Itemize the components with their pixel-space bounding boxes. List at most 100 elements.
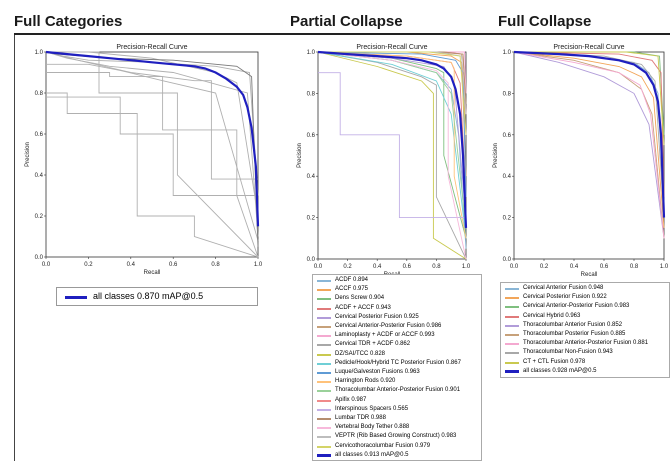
y-tick-label: 0.2 xyxy=(503,216,512,222)
legend-full-categories: all classes 0.870 mAP@0.5 xyxy=(56,287,258,306)
pr-chart-full-collapse: Precision-Recall Curve 0.0 0.2 0.4 0.6 0.8 1.0… xyxy=(482,38,670,278)
x-tick-label: 0.4 xyxy=(127,262,136,268)
legend-item: Interspinous Spacers 0.565 xyxy=(313,405,481,415)
legend-label: all classes 0.913 mAP@0.5 xyxy=(335,451,409,458)
legend-label: Cervical Posterior Fusion 0.922 xyxy=(523,294,607,301)
legend-swatch xyxy=(505,352,519,355)
legend-swatch xyxy=(317,399,331,402)
x-tick-label: 0.4 xyxy=(570,264,579,270)
y-tick-label: 0.2 xyxy=(307,216,316,222)
header-divider xyxy=(14,33,670,35)
y-tick-label: 0.0 xyxy=(503,257,512,263)
y-axis-label: Precision xyxy=(493,143,499,168)
legend-item: Apifix 0.987 xyxy=(313,396,481,406)
x-tick-label: 0.2 xyxy=(343,264,352,270)
legend-label: ACCF 0.975 xyxy=(335,286,369,293)
legend-partial-collapse: ACDF 0.894 ACCF 0.975 Dens Screw 0.904 ACDF… xyxy=(312,274,482,461)
legend-swatch xyxy=(317,353,331,356)
legend-item: Cervical Anterior-Posterior Fusion 0.983 xyxy=(501,302,669,312)
legend-label: Harrington Rods 0.920 xyxy=(335,378,396,385)
y-tick-label: 0.4 xyxy=(307,174,316,180)
y-tick-label: 0.8 xyxy=(35,91,44,97)
legend-item: Pedicle/Hook/Hybrid TC Posterior Fusion … xyxy=(313,359,481,369)
legend-swatch xyxy=(505,315,519,318)
legend-swatch xyxy=(505,306,519,309)
series-line-6 xyxy=(513,51,665,239)
legend-swatch xyxy=(317,362,331,365)
legend-item: Lumbar TDR 0.988 xyxy=(313,414,481,424)
legend-swatch xyxy=(505,334,519,336)
x-tick-label: 0.6 xyxy=(600,264,609,270)
legend-item: DZ/SAI/TCC 0.828 xyxy=(313,350,481,360)
legend-label: Thoracolumbar Anterior-Posterior Fusion … xyxy=(523,340,649,347)
legend-item: Thoracolumbar Posterior Fusion 0.885 xyxy=(501,330,669,340)
legend-swatch xyxy=(505,288,519,290)
legend-item: Thoracolumbar Non-Fusion 0.943 xyxy=(501,348,669,358)
legend-label: Laminoplasty + ACDF or ACCF 0.993 xyxy=(335,332,435,339)
legend-item: all classes 0.928 mAP@0.5 xyxy=(501,367,669,377)
legend-item: VEPTR (Rib Based Growing Construct) 0.98… xyxy=(313,432,481,442)
series-line-6 xyxy=(46,72,259,258)
legend-label: Apifix 0.987 xyxy=(335,396,367,403)
section-title-partial-collapse: Partial Collapse xyxy=(290,13,403,30)
chart-title: Precision-Recall Curve xyxy=(553,44,624,51)
legend-swatch xyxy=(317,445,331,448)
legend-swatch xyxy=(505,343,519,346)
legend-swatch xyxy=(317,453,331,457)
series-line-3 xyxy=(46,63,259,241)
chart-title: Precision-Recall Curve xyxy=(356,44,427,51)
legend-swatch xyxy=(505,361,519,364)
series-line-9 xyxy=(317,51,467,239)
left-border xyxy=(14,35,15,461)
series-line-5 xyxy=(513,51,665,239)
pr-chart-partial-collapse: Precision-Recall Curve 0.0 0.2 0.4 0.6 0.8 1.0… xyxy=(280,38,476,278)
legend-item: CT + CTL Fusion 0.978 xyxy=(501,358,669,368)
legend-label: Lumbar TDR 0.988 xyxy=(335,415,386,421)
legend-label: Cervical Anterior Fusion 0.948 xyxy=(523,285,604,291)
legend-item: Harrington Rods 0.920 xyxy=(313,377,481,387)
legend-swatch xyxy=(317,344,331,347)
legend-label: Pedicle/Hook/Hybrid TC Posterior Fusion … xyxy=(335,359,461,366)
legend-swatch xyxy=(505,369,519,373)
legend-label: Cervicothoracolumbar Fusion 0.979 xyxy=(335,442,431,449)
legend-swatch xyxy=(505,297,519,300)
legend-label: Thoracolumbar Anterior Fusion 0.852 xyxy=(523,321,623,328)
legend-item: Cervical Posterior Fusion 0.922 xyxy=(501,293,669,303)
series-line-5 xyxy=(46,92,259,258)
y-tick-label: 0.8 xyxy=(503,91,512,97)
legend-swatch xyxy=(317,298,331,301)
legend-item: Laminoplasty + ACDF or ACCF 0.993 xyxy=(313,331,481,341)
legend-swatch xyxy=(317,427,331,430)
legend-swatch xyxy=(317,408,331,411)
legend-label: VEPTR (Rib Based Growing Construct) 0.98… xyxy=(335,433,457,440)
legend-full-collapse: Cervical Anterior Fusion 0.948 Cervical P… xyxy=(500,282,670,378)
x-tick-label: 0.0 xyxy=(510,264,519,270)
plot-area xyxy=(45,51,259,258)
legend-swatch xyxy=(317,381,331,384)
y-tick-label: 1.0 xyxy=(503,50,512,56)
series-line-14 xyxy=(318,72,466,219)
legend-swatch xyxy=(317,326,331,328)
x-tick-label: 0.2 xyxy=(84,262,93,268)
legend-item: ACDF 0.894 xyxy=(313,276,481,286)
y-tick-label: 0.6 xyxy=(35,132,44,138)
legend-item: Cervical TDR + ACDF 0.862 xyxy=(313,340,481,350)
series-line-4 xyxy=(513,51,665,239)
legend-label: Cervical Hybrid 0.963 xyxy=(523,312,581,319)
y-tick-label: 0.6 xyxy=(503,133,512,139)
legend-label: DZ/SAI/TCC 0.828 xyxy=(335,350,386,357)
legend-label: Cervical TDR + ACDF 0.862 xyxy=(335,341,411,348)
x-tick-label: 0.6 xyxy=(403,264,412,270)
x-tick-label: 0.8 xyxy=(630,264,639,270)
y-axis-label: Precision xyxy=(25,142,31,167)
series-line-18 xyxy=(318,51,467,135)
y-tick-label: 0.6 xyxy=(307,133,316,139)
pr-chart-full-categories: Precision-Recall Curve 0.0 0.2 0.4 0.6 0.8 1.0… xyxy=(14,38,276,278)
legend-swatch xyxy=(317,390,331,393)
legend-item: Vertebral Body Tether 0.888 xyxy=(313,423,481,433)
y-tick-label: 0.4 xyxy=(503,174,512,180)
x-axis-label: Recall xyxy=(144,270,161,276)
series-line-4 xyxy=(46,51,259,258)
legend-label: Cervical Posterior Fusion 0.925 xyxy=(335,313,419,320)
x-axis-label: Recall xyxy=(581,272,598,278)
